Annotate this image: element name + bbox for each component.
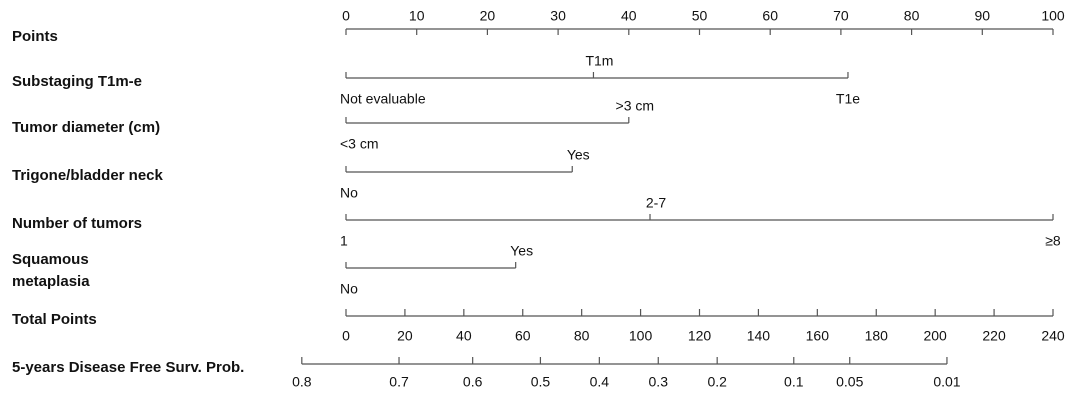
tick-label: 80 xyxy=(574,328,590,344)
tick-label: 90 xyxy=(975,8,991,24)
row-title: Total Points xyxy=(12,311,97,328)
tick-label: 30 xyxy=(550,8,566,24)
tick-label: 0.05 xyxy=(836,374,863,390)
row-title: Points xyxy=(12,28,58,45)
tick-label: 180 xyxy=(865,328,889,344)
row-title: Number of tumors xyxy=(12,215,143,232)
row-title: Tumor diameter (cm) xyxy=(12,119,161,136)
level-label: No xyxy=(340,185,358,201)
row-title: 5-years Disease Free Surv. Prob. xyxy=(12,359,245,376)
level-label: 2-7 xyxy=(646,195,666,211)
tick-label: 0 xyxy=(342,8,350,24)
tick-label: 0.01 xyxy=(933,374,960,390)
level-label: Yes xyxy=(510,243,533,259)
level-label: Yes xyxy=(567,147,590,163)
level-label: No xyxy=(340,281,358,297)
tick-label: 0.3 xyxy=(649,374,669,390)
tick-label: 0.6 xyxy=(463,374,483,390)
level-label: Not evaluable xyxy=(340,91,426,107)
level-label: T1e xyxy=(836,91,860,107)
tick-label: 220 xyxy=(982,328,1006,344)
tick-label: 10 xyxy=(409,8,425,24)
tick-label: 200 xyxy=(923,328,947,344)
tick-label: 0 xyxy=(342,328,350,344)
tick-label: 50 xyxy=(692,8,708,24)
tick-label: 20 xyxy=(480,8,496,24)
level-label: T1m xyxy=(585,53,613,69)
tick-label: 0.2 xyxy=(707,374,727,390)
row-title: Substaging T1m-e xyxy=(12,73,143,90)
tick-label: 60 xyxy=(762,8,778,24)
tick-label: 20 xyxy=(397,328,413,344)
level-label: ≥8 xyxy=(1045,233,1061,249)
tick-label: 100 xyxy=(1041,8,1065,24)
tick-label: 60 xyxy=(515,328,531,344)
tick-label: 140 xyxy=(747,328,771,344)
tick-label: 100 xyxy=(629,328,653,344)
tick-label: 120 xyxy=(688,328,712,344)
row-title: Trigone/bladder neck xyxy=(12,167,163,184)
tick-label: 0.1 xyxy=(784,374,804,390)
tick-label: 240 xyxy=(1041,328,1065,344)
level-label: 1 xyxy=(340,233,348,249)
tick-label: 70 xyxy=(833,8,849,24)
level-label: <3 cm xyxy=(340,136,379,152)
tick-label: 0.8 xyxy=(292,374,312,390)
tick-label: 80 xyxy=(904,8,920,24)
tick-label: 0.4 xyxy=(590,374,610,390)
tick-label: 160 xyxy=(806,328,830,344)
tick-label: 40 xyxy=(621,8,637,24)
row-title: Squamous metaplasia xyxy=(12,251,90,290)
tick-label: 0.5 xyxy=(531,374,551,390)
tick-label: 40 xyxy=(456,328,472,344)
tick-label: 0.7 xyxy=(389,374,409,390)
level-label: >3 cm xyxy=(616,98,655,114)
